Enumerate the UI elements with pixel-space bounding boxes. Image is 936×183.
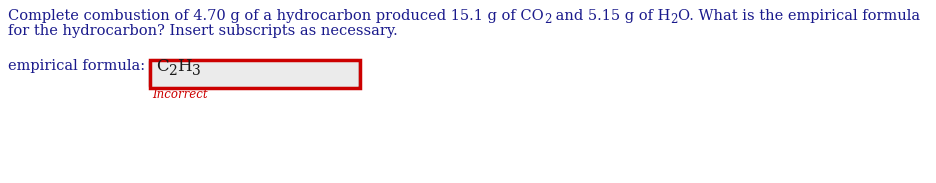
Text: Incorrect: Incorrect [152, 88, 208, 101]
Text: Complete combustion of 4.70 g of a hydrocarbon produced 15.1 g of CO: Complete combustion of 4.70 g of a hydro… [8, 9, 544, 23]
Text: 2: 2 [544, 13, 551, 26]
Text: and 5.15 g of H: and 5.15 g of H [551, 9, 670, 23]
Text: for the hydrocarbon? Insert subscripts as necessary.: for the hydrocarbon? Insert subscripts a… [8, 24, 398, 38]
Text: empirical formula:: empirical formula: [8, 59, 150, 73]
FancyBboxPatch shape [150, 60, 359, 88]
Text: 3: 3 [192, 64, 200, 78]
Text: 2: 2 [168, 64, 177, 78]
Text: C: C [155, 58, 168, 75]
Text: H: H [177, 58, 192, 75]
Text: 2: 2 [670, 13, 678, 26]
Text: O. What is the empirical formula: O. What is the empirical formula [678, 9, 920, 23]
